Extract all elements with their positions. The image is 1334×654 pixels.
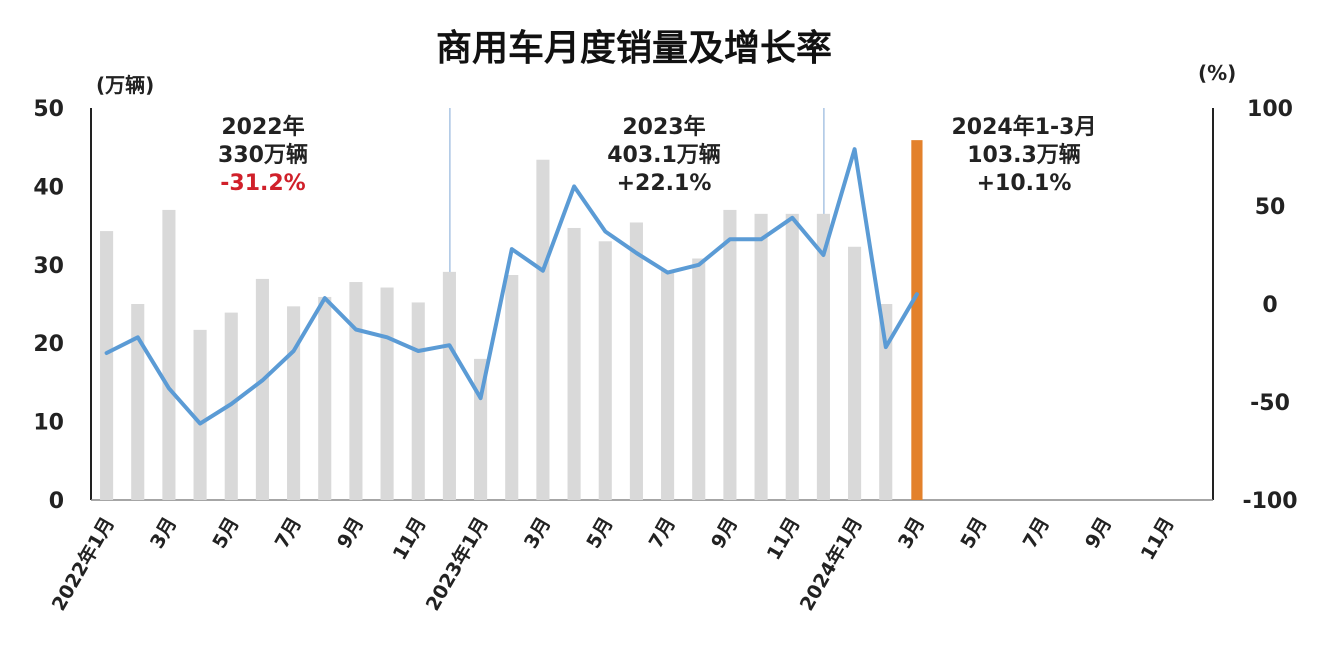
x-tick-label: 9月 (1081, 514, 1116, 553)
annotation-growth: +22.1% (617, 171, 712, 196)
growth-line (104, 147, 919, 426)
x-tick-label: 9月 (333, 514, 368, 553)
bar (816, 213, 830, 500)
x-tick-label: 5月 (956, 514, 991, 553)
right-axis-unit: (%) (1198, 61, 1236, 85)
left-tick-label: 40 (33, 175, 64, 200)
right-tick-label: 0 (1262, 293, 1277, 318)
bar (879, 304, 893, 500)
x-tick-label: 3月 (146, 514, 181, 553)
x-tick-label: 3月 (894, 514, 929, 553)
bar (349, 282, 363, 500)
bar (411, 302, 425, 500)
x-tick-label: 11月 (763, 514, 805, 564)
bar (193, 329, 207, 500)
x-tick-label: 7月 (645, 514, 680, 553)
bar (162, 209, 176, 501)
highlight-bar (911, 140, 923, 501)
left-tick-label: 0 (49, 489, 64, 514)
bar (131, 304, 145, 500)
bar (785, 213, 799, 500)
right-tick-label: -100 (1242, 489, 1297, 514)
annotation-line: 2022年 (221, 114, 304, 140)
bar (661, 271, 675, 500)
growth-line-series (104, 147, 919, 426)
x-tick-label: 9月 (707, 514, 742, 553)
x-tick-label: 7月 (1019, 514, 1054, 553)
bar (567, 227, 581, 500)
x-tick-label: 2023年1月 (421, 513, 493, 615)
bar (255, 278, 269, 500)
bar (848, 246, 862, 500)
bar (380, 287, 394, 500)
bar (723, 209, 737, 501)
x-tick-label: 5月 (208, 514, 243, 553)
annotation-line: 2024年1-3月 (952, 114, 1097, 140)
annotation-line: 103.3万辆 (967, 142, 1081, 168)
bar (692, 258, 706, 500)
right-tick-label: 50 (1255, 195, 1286, 220)
bar (536, 159, 550, 500)
left-tick-label: 20 (33, 332, 64, 357)
bar (754, 213, 768, 500)
annotation-line: 403.1万辆 (607, 142, 721, 168)
bar (318, 296, 332, 500)
x-tick-label: 3月 (520, 514, 555, 553)
x-tick-label: 11月 (389, 514, 431, 564)
annotation-line: 330万辆 (218, 142, 308, 168)
annotation-growth: -31.2% (220, 171, 305, 196)
left-axis-unit: (万辆) (96, 73, 154, 97)
right-tick-label: -50 (1250, 391, 1290, 416)
chart-title: 商用车月度销量及增长率 (436, 28, 832, 69)
x-tick-label: 11月 (1137, 514, 1179, 564)
annotation-line: 2023年 (622, 114, 705, 140)
axes (90, 108, 1214, 501)
left-tick-label: 10 (33, 411, 64, 436)
x-tick-label: 5月 (582, 514, 617, 553)
bar (629, 222, 643, 501)
bar (287, 306, 301, 500)
right-axis-ticks: -100 -50 0 50 100 (1242, 97, 1297, 514)
x-tick-label: 2022年1月 (47, 513, 119, 615)
left-tick-label: 30 (33, 254, 64, 279)
bar (100, 231, 114, 500)
bar (505, 274, 519, 500)
left-tick-label: 50 (33, 97, 64, 122)
x-tick-label: 2024年1月 (795, 513, 867, 615)
bar (442, 271, 456, 500)
left-axis-ticks: 0 10 20 30 40 50 (33, 97, 64, 514)
right-tick-label: 100 (1247, 97, 1293, 122)
bar-series (100, 159, 893, 501)
bar (598, 241, 612, 500)
x-tick-label: 7月 (271, 514, 306, 553)
annotation-growth: +10.1% (977, 171, 1072, 196)
highlight-bar-group (911, 140, 923, 501)
